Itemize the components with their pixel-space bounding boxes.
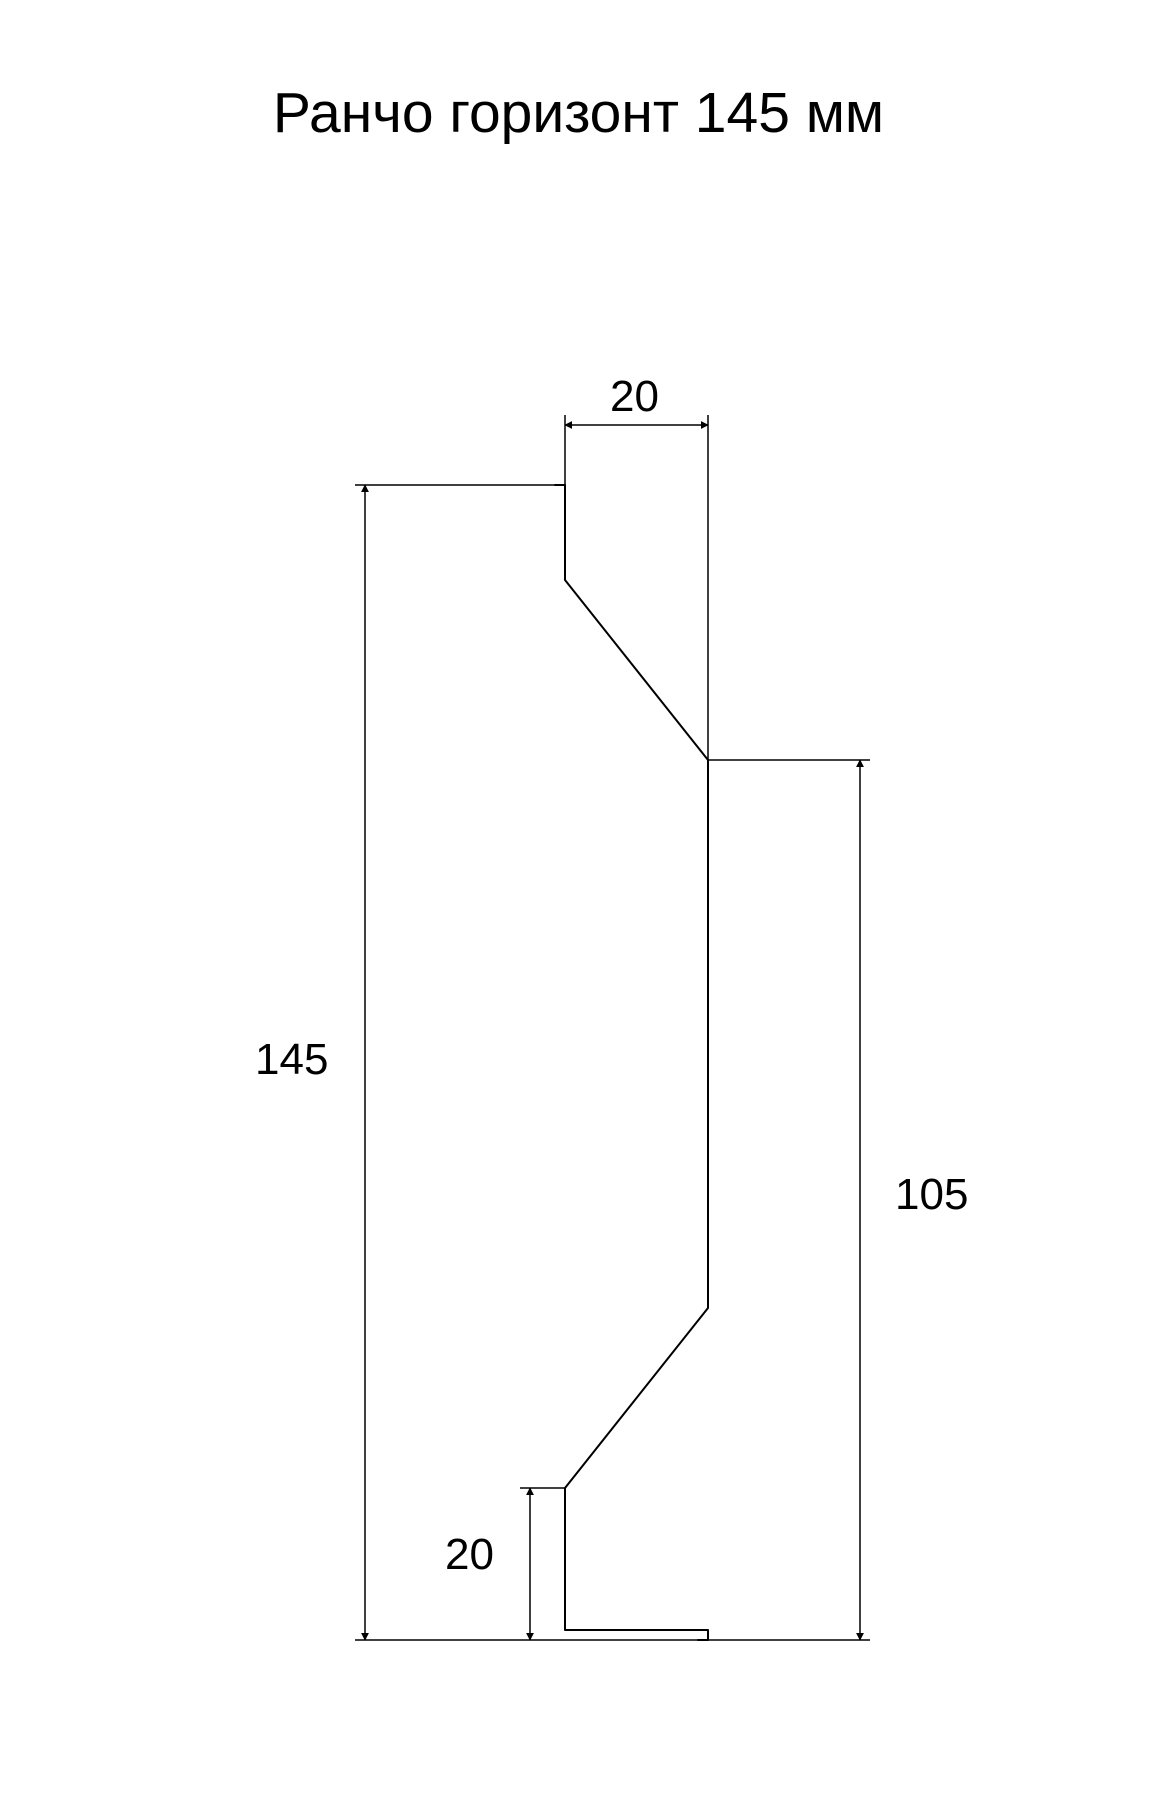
dim-label-right-105: 105	[895, 1170, 968, 1220]
profile-drawing	[0, 0, 1157, 1810]
dim-label-bottom-20: 20	[445, 1530, 494, 1580]
dim-label-left-145: 145	[255, 1035, 328, 1085]
dim-label-top-20: 20	[610, 372, 659, 422]
